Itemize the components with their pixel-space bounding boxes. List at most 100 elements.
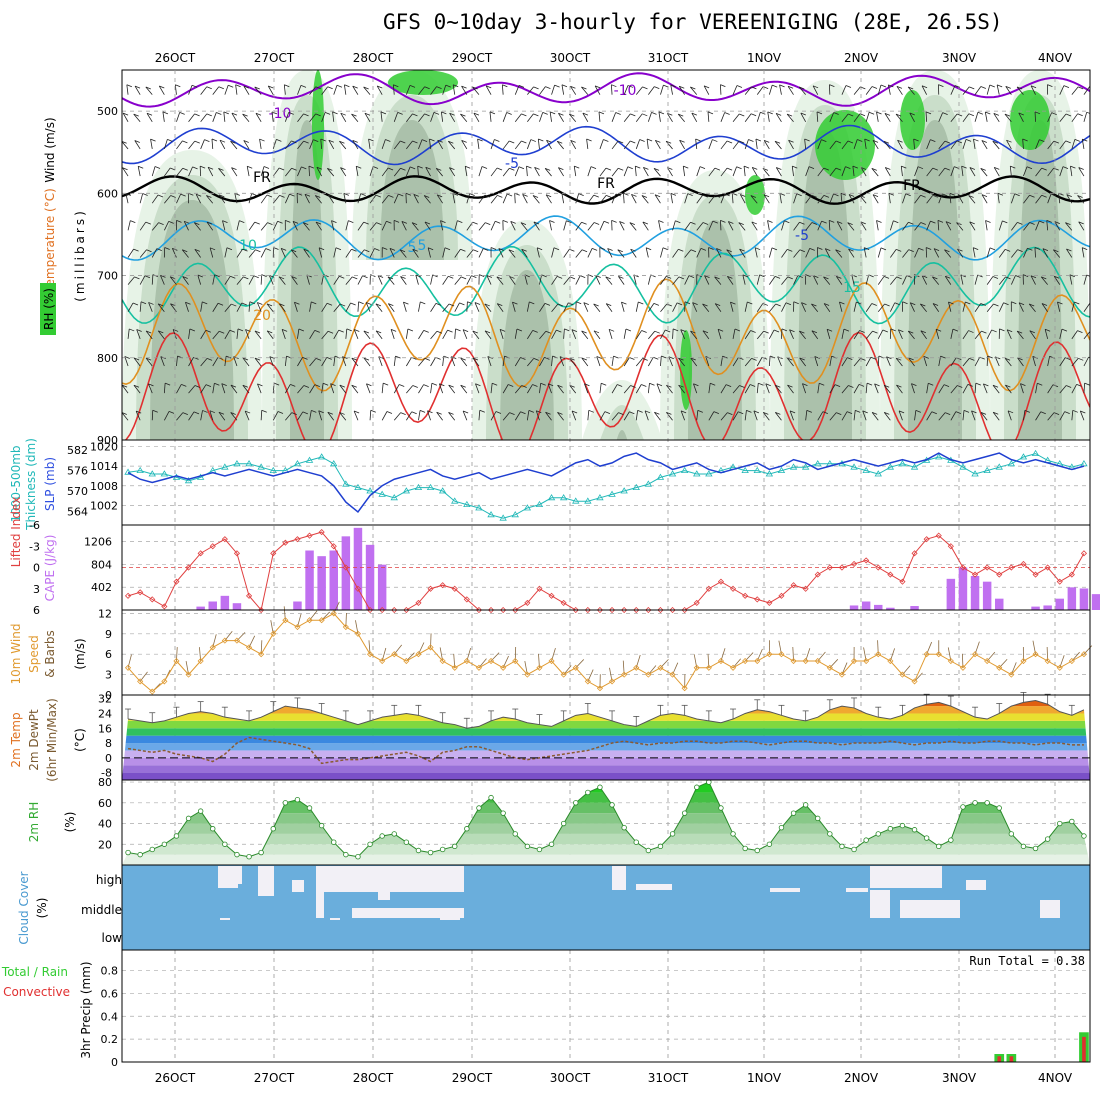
upper-wind-barb (902, 249, 910, 258)
upper-wind-barb-flag (1080, 410, 1086, 414)
upper-wind-barb (514, 85, 520, 95)
rh-shade (290, 120, 324, 440)
upper-wind-barb-flag (301, 166, 307, 170)
upper-wind-barb-flag (772, 84, 778, 88)
thickness-point (523, 504, 532, 511)
upper-wind-barb-flag (136, 410, 142, 414)
upper-wind-barb (259, 138, 262, 149)
rh-band (122, 823, 1090, 834)
upper-wind-barb-flag (315, 357, 322, 361)
upper-wind-barb (547, 383, 552, 394)
upper-wind-barb-flag (848, 385, 854, 388)
upper-wind-barb (462, 329, 468, 340)
upper-wind-barb (1010, 275, 1016, 285)
upper-wind-barb (998, 220, 1003, 231)
upper-wind-barb (1069, 274, 1073, 285)
upper-wind-barb (909, 302, 915, 312)
upper-wind-barb-flag (226, 247, 233, 251)
upper-wind-barb (575, 193, 580, 204)
upper-wind-barb (539, 330, 547, 340)
upper-wind-barb-flag (182, 249, 188, 253)
upper-wind-barb (944, 249, 952, 258)
upper-wind-barb-flag (714, 167, 721, 171)
upper-wind-barb (890, 276, 897, 285)
lifted-index-point (657, 606, 664, 614)
upper-wind-barb-flag (580, 275, 586, 279)
upper-wind-barb-flag (700, 248, 707, 251)
upper-wind-barb-flag (787, 357, 793, 361)
upper-wind-barb-flag (712, 220, 718, 224)
upper-wind-barb (814, 356, 819, 367)
upper-wind-barb-flag (981, 194, 988, 198)
upper-wind-barb-flag (690, 86, 696, 90)
upper-wind-barb-flag (156, 248, 162, 251)
upper-wind-barb-flag (765, 383, 771, 387)
lifted-index-point (536, 585, 543, 592)
rh2m-point (536, 846, 543, 853)
upper-wind-barb (449, 113, 456, 123)
cape-bar (341, 536, 351, 610)
lifted-index-point (1056, 578, 1063, 585)
upper-wind-barb-flag (1016, 86, 1023, 90)
upper-wind-barb (339, 412, 347, 421)
upper-wind-barb-flag (268, 85, 274, 89)
upper-wind-barb (739, 248, 746, 258)
upper-wind-barb-flag (486, 85, 492, 89)
upper-wind-barb (345, 276, 353, 285)
upper-wind-barb-flag (917, 166, 924, 170)
upper-wind-barb-flag (967, 384, 973, 387)
upper-wind-barb (327, 194, 335, 204)
upper-wind-barb (224, 85, 229, 95)
upper-wind-barb (411, 222, 419, 231)
upper-wind-barb (1071, 330, 1078, 340)
upper-wind-barb (412, 249, 419, 258)
upper-wind-barb-flag (303, 113, 309, 117)
thickness-point (608, 490, 616, 497)
upper-wind-barb (732, 140, 740, 150)
upper-wind-barb (1023, 222, 1030, 231)
upper-wind-barb-flag (196, 193, 202, 197)
upper-wind-barb-flag (122, 167, 128, 171)
upper-wind-barb (236, 220, 240, 231)
upper-wind-barb-flag (520, 357, 526, 360)
upper-wind-barb-flag (448, 275, 454, 279)
cloud-gap (966, 880, 986, 890)
thickness-point (572, 497, 580, 504)
upper-wind-barb (1004, 357, 1012, 367)
upper-wind-barb-flag (862, 410, 868, 414)
upper-wind-barb-flag (219, 139, 226, 143)
upper-wind-barb-flag (570, 139, 576, 143)
thickness-point (741, 466, 749, 473)
upper-wind-barb (526, 139, 532, 150)
cape-tick-label: 1206 (84, 536, 112, 549)
thickness-point (535, 500, 544, 507)
thickness-label-2: Thickness (dm) (24, 438, 38, 531)
upper-wind-barb-flag (870, 356, 877, 360)
upper-wind-barb-flag (436, 168, 442, 171)
thickness-point (1007, 460, 1016, 467)
upper-wind-barb (1059, 166, 1064, 177)
upper-wind-barb (708, 411, 715, 421)
upper-wind-barb (732, 411, 739, 421)
upper-wind-barb (218, 411, 226, 421)
upper-wind-barb-flag (486, 275, 493, 278)
upper-wind-barb-flag (209, 247, 216, 251)
upper-wind-barb-flag (277, 220, 283, 224)
upper-wind-barb-flag (179, 111, 185, 115)
upper-wind-barb-flag (713, 411, 720, 414)
upper-wind-barb-flag (1053, 140, 1060, 144)
upper-wind-barb (1083, 86, 1090, 95)
wind10-axis-labels: 10m Wind Speed & Barbs (m/s) (9, 624, 87, 685)
upper-wind-barb-flag (876, 111, 882, 115)
upper-wind-barb-flag (508, 384, 514, 387)
rh2m-point (742, 845, 748, 852)
upper-wind-barb-flag (265, 248, 271, 251)
upper-wind-barb-flag (340, 112, 346, 116)
rh2m-tick-label: 20 (98, 838, 112, 851)
date-label-bottom: 26OCT (155, 1071, 196, 1085)
lifted-index-point (826, 564, 833, 571)
upper-wind-barb-flag (327, 330, 334, 334)
wind10-point (124, 664, 132, 671)
upper-wind-barb (151, 222, 159, 231)
